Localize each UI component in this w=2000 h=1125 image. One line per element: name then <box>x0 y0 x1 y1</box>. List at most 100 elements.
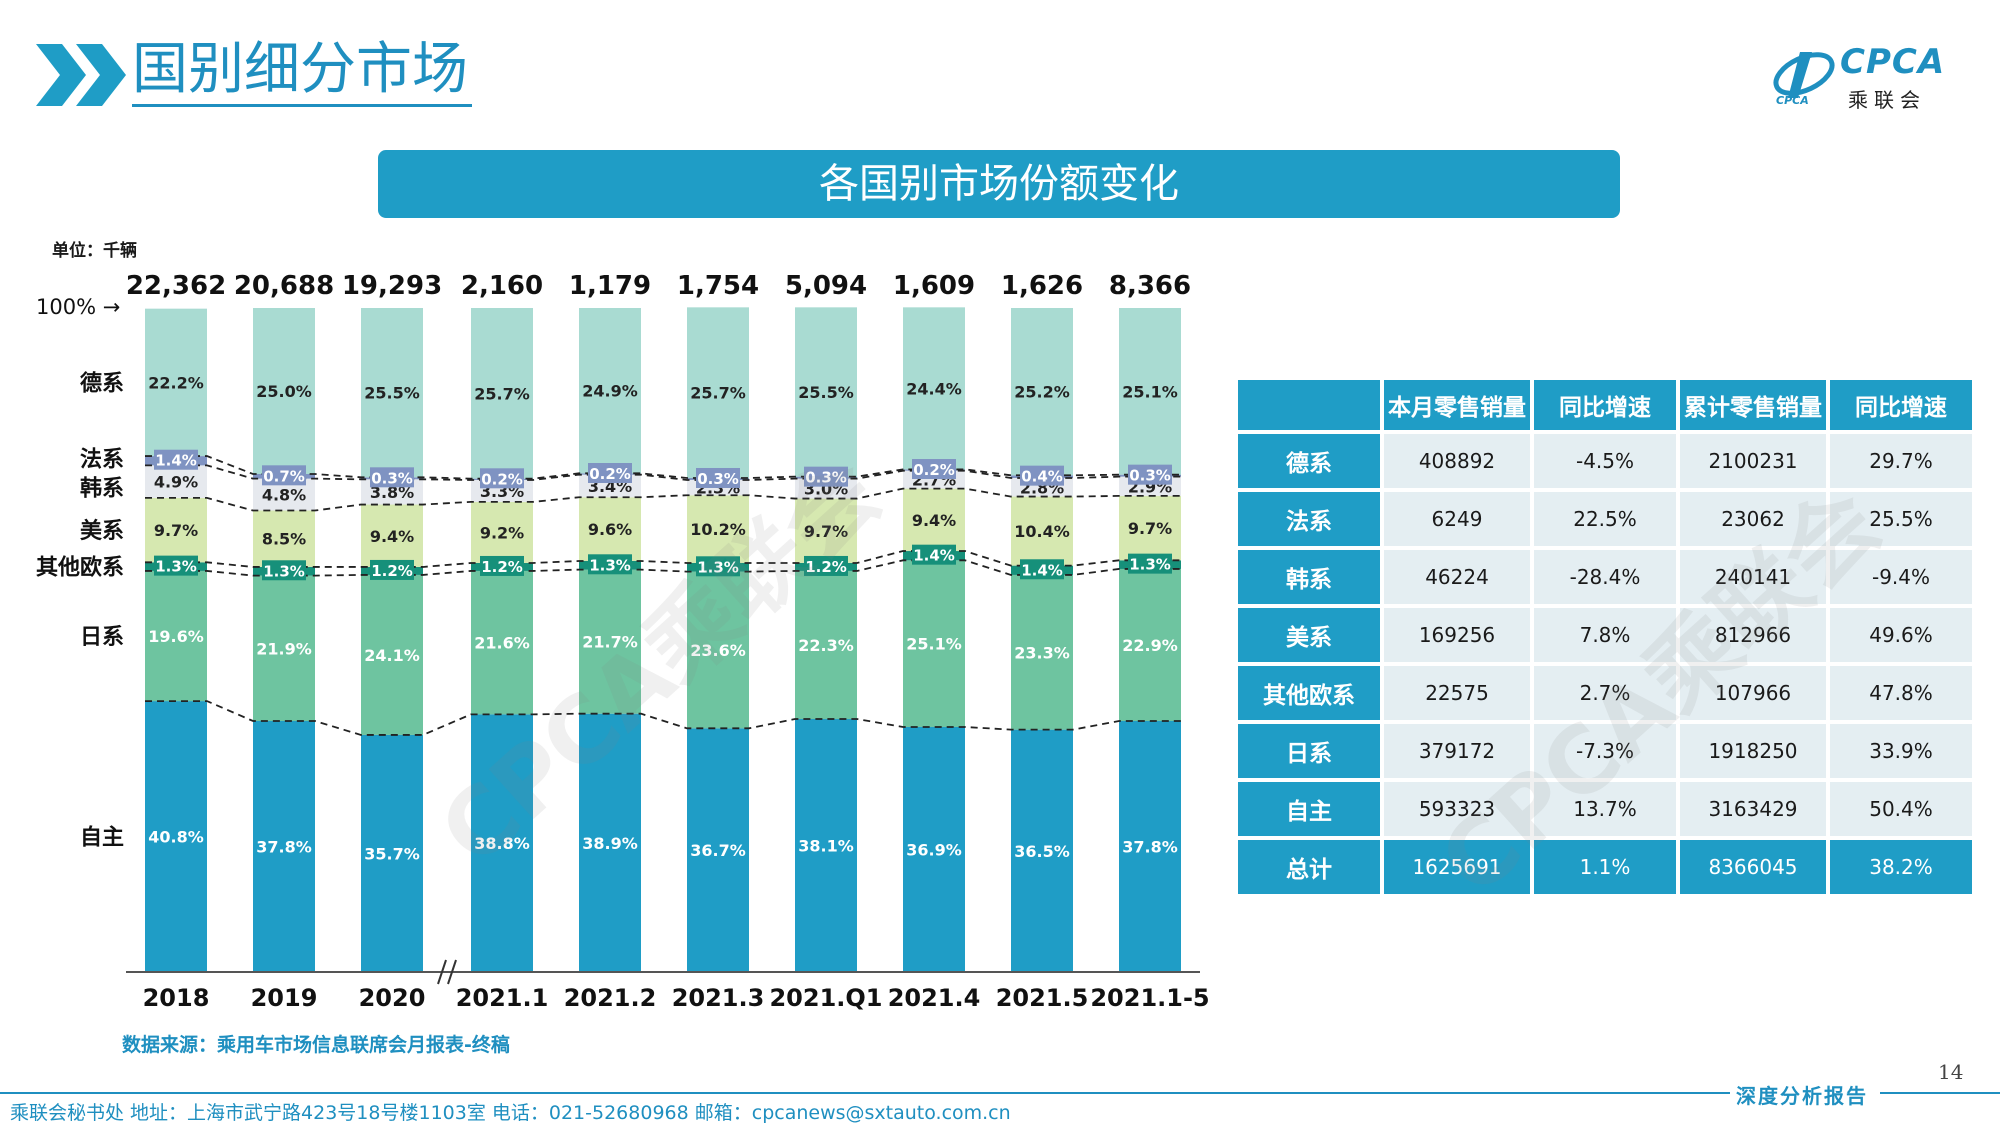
data-label: 38.9% <box>582 834 638 853</box>
data-label: 1.2% <box>805 558 847 576</box>
axis-break-mark <box>437 959 447 985</box>
data-label: 38.1% <box>798 837 854 856</box>
table-cell: 8366045 <box>1680 840 1826 894</box>
bar-segment-德系 <box>687 307 749 478</box>
data-label: 25.7% <box>690 384 746 403</box>
data-label: 37.8% <box>256 838 312 857</box>
table-row: 德系 408892 -4.5% 2100231 29.7% <box>1238 434 1972 488</box>
series-connector-line <box>145 464 1181 481</box>
table-cell: -4.5% <box>1534 434 1676 488</box>
table-cell: 2100231 <box>1680 434 1826 488</box>
table-cell: 33.9% <box>1830 724 1972 778</box>
page-title: 国别细分市场 <box>132 36 472 107</box>
table-row: 法系 6249 22.5% 23062 25.5% <box>1238 492 1972 546</box>
bar-segment-美系 <box>471 501 533 563</box>
table-header-cell: 累计零售销量 <box>1680 380 1826 430</box>
data-label-badge <box>480 468 524 489</box>
bar-segment-德系 <box>253 308 315 474</box>
data-label: 25.0% <box>256 382 312 401</box>
data-label: 25.1% <box>1122 382 1178 401</box>
bar-segment-美系 <box>579 497 641 561</box>
bar-segment-自主 <box>1119 721 1181 972</box>
bar-segment-自主 <box>795 719 857 972</box>
cpca-emblem-icon <box>1773 52 1835 98</box>
total-label: 5,094 <box>785 271 867 301</box>
data-label: 9.4% <box>370 527 414 546</box>
table-header-cell: 同比增速 <box>1830 380 1972 430</box>
data-label: 0.3% <box>697 470 739 488</box>
bar-segment-德系 <box>145 308 207 457</box>
data-label: 1.4% <box>155 452 197 470</box>
total-label: 1,609 <box>893 271 975 301</box>
data-label-badge <box>154 449 198 470</box>
unit-label: 单位：千辆 <box>52 241 137 261</box>
footer-divider <box>0 1092 1730 1094</box>
data-label-badge <box>588 463 632 483</box>
logo-small-text: CPCA <box>1776 94 1809 107</box>
data-label: 0.4% <box>1021 468 1063 486</box>
category-tick-label: 2019 <box>251 984 318 1012</box>
table-cell: 1.1% <box>1534 840 1676 894</box>
chart-banner-title: 各国别市场份额变化 <box>378 150 1620 218</box>
table-row-label: 总计 <box>1238 840 1380 894</box>
table-cell: 812966 <box>1680 608 1826 662</box>
logo-text: CPCA <box>1840 42 1946 82</box>
table-cell: 46224 <box>1384 550 1530 604</box>
data-label-badge <box>370 559 414 580</box>
table-total-row: 总计 1625691 1.1% 8366045 38.2% <box>1238 840 1972 894</box>
bar-segment-自主 <box>1011 729 1073 972</box>
table-cell: 23062 <box>1680 492 1826 546</box>
category-tick-label: 2018 <box>143 984 210 1012</box>
table-header-cell: 同比增速 <box>1534 380 1676 430</box>
table-row: 其他欧系 22575 2.7% 107966 47.8% <box>1238 666 1972 720</box>
data-label-badge <box>1128 464 1172 485</box>
data-label: 21.6% <box>474 634 530 653</box>
table-cell: 1625691 <box>1384 840 1530 894</box>
data-label: 22.3% <box>798 636 854 655</box>
table-cell: 6249 <box>1384 492 1530 546</box>
table-row: 美系 169256 7.8% 812966 49.6% <box>1238 608 1972 662</box>
table-cell: 408892 <box>1384 434 1530 488</box>
table-header-cell: 本月零售销量 <box>1384 380 1530 430</box>
bar-segment-自主 <box>903 726 965 972</box>
data-label-badge <box>696 467 740 488</box>
table-cell: 107966 <box>1680 666 1826 720</box>
table-cell: 3163429 <box>1680 782 1826 836</box>
data-label: 10.2% <box>690 520 746 539</box>
data-label: 22.2% <box>148 373 204 392</box>
bar-segment-日系 <box>903 560 965 727</box>
bar-segment-日系 <box>1119 568 1181 722</box>
footer-report-tag: 深度分析报告 <box>1736 1084 1868 1108</box>
bar-segment-德系 <box>1119 308 1181 475</box>
bar-segment-自主 <box>579 713 641 972</box>
data-label: 24.4% <box>906 379 962 398</box>
data-label: 35.7% <box>364 844 420 863</box>
bar-segment-日系 <box>1011 574 1073 730</box>
data-source-note: 数据来源：乘用车市场信息联席会月报表-终稿 <box>122 1034 510 1056</box>
hundred-percent-label: 100% → <box>36 295 120 319</box>
data-label: 1.2% <box>481 558 523 576</box>
data-label-badge <box>696 556 740 577</box>
series-label-自主: 自主 <box>80 825 124 851</box>
data-label: 0.3% <box>371 469 413 487</box>
data-label: 3.8% <box>370 483 414 502</box>
data-label-badge <box>1020 559 1064 580</box>
table-cell: 29.7% <box>1830 434 1972 488</box>
bar-segment-自主 <box>361 734 423 972</box>
table-cell: 50.4% <box>1830 782 1972 836</box>
data-label: 9.7% <box>154 521 198 540</box>
data-label-badge <box>588 554 632 575</box>
category-tick-label: 2021.1 <box>456 984 549 1012</box>
data-label: 24.9% <box>582 382 638 401</box>
bar-segment-日系 <box>253 575 315 722</box>
data-label: 9.7% <box>1128 519 1172 538</box>
data-label-badge <box>262 560 306 581</box>
data-label: 23.3% <box>1014 643 1070 662</box>
bar-segment-日系 <box>361 574 423 735</box>
table-cell: -7.3% <box>1534 724 1676 778</box>
bar-segment-德系 <box>1011 308 1073 476</box>
data-label: 0.3% <box>1129 467 1171 485</box>
data-label: 4.8% <box>262 486 306 505</box>
series-label-日系: 日系 <box>80 625 124 650</box>
category-tick-label: 2021.2 <box>564 984 657 1012</box>
